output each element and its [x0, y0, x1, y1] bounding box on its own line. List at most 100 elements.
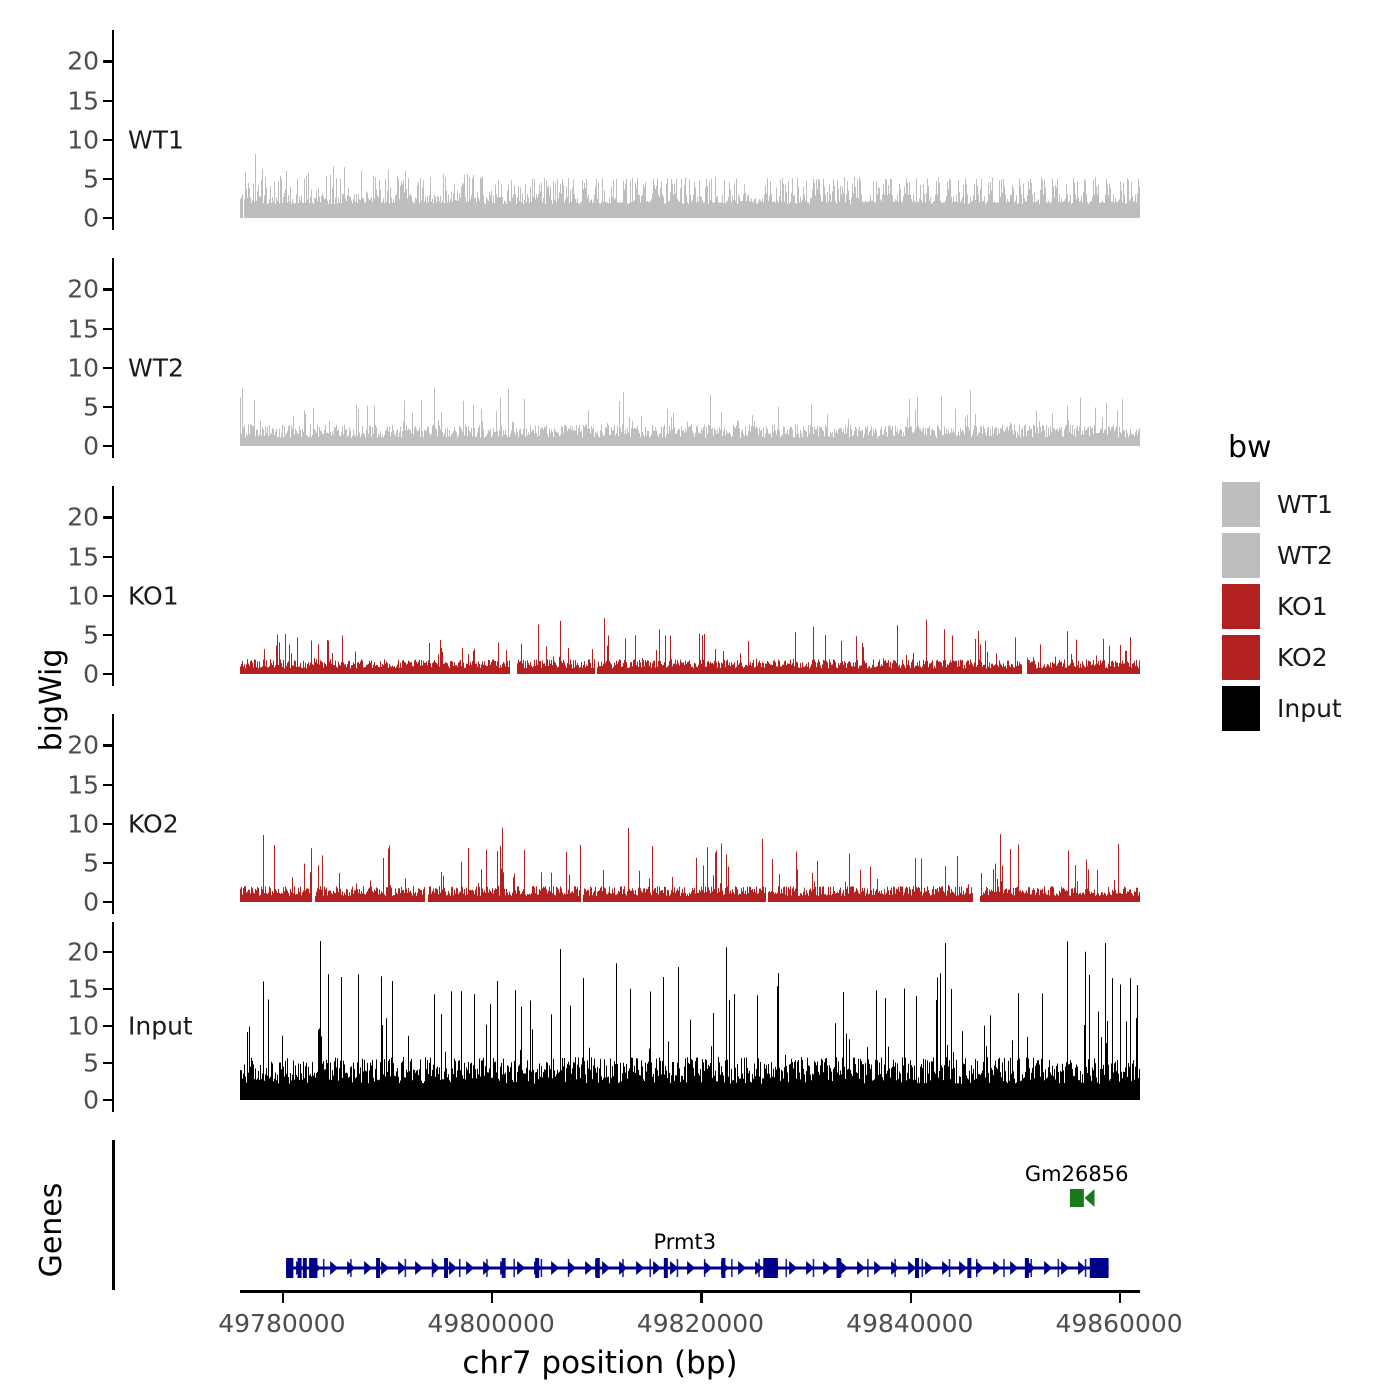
- y-tick: [103, 861, 112, 865]
- x-tick-label: 49780000: [218, 1309, 346, 1338]
- y-tick-label: 5: [83, 848, 99, 878]
- y-tick: [103, 1025, 112, 1028]
- y-tick-label: 5: [83, 164, 99, 194]
- bigwig-axis-label: bigWig: [34, 648, 69, 752]
- coverage-track: [240, 153, 1140, 218]
- x-tick-label: 49820000: [636, 1309, 765, 1338]
- y-axis-line: [112, 30, 115, 230]
- legend-items: WT1 WT2 KO1 KO2 Input: [1222, 479, 1342, 734]
- legend-item-input[interactable]: Input: [1222, 683, 1342, 734]
- legend-item-ko2[interactable]: KO2: [1222, 632, 1342, 683]
- y-tick: [103, 366, 112, 369]
- legend-swatch: [1222, 686, 1260, 731]
- y-axis-line: [112, 486, 115, 686]
- legend-swatch: [1222, 584, 1260, 629]
- x-tick: [491, 1293, 494, 1303]
- y-tick: [103, 951, 112, 954]
- legend-label: WT1: [1277, 490, 1333, 519]
- legend-title: bw: [1228, 430, 1272, 465]
- x-axis-title: chr7 position (bp): [462, 1345, 738, 1381]
- y-axis-line: [112, 258, 115, 458]
- coverage-track: [240, 387, 1140, 446]
- y-tick-label: 10: [67, 581, 99, 611]
- y-tick: [103, 744, 112, 747]
- legend-item-ko1[interactable]: KO1: [1222, 581, 1342, 632]
- bigwig-panel-ko2: 0 5 10 15 20 KO2: [67, 714, 1140, 917]
- legend-item-wt2[interactable]: WT2: [1222, 530, 1342, 581]
- genes-panel: Gm26856 Prmt3: [112, 1140, 1140, 1290]
- y-tick-label: 0: [83, 1085, 99, 1115]
- y-tick: [103, 405, 112, 409]
- track-area: [112, 714, 1140, 914]
- coverage-track: [240, 618, 1140, 674]
- x-tick: [909, 1293, 912, 1303]
- y-tick: [103, 217, 112, 220]
- track-area: [112, 30, 1140, 230]
- y-axis-line: [112, 922, 115, 1112]
- y-axis-line: [112, 714, 115, 914]
- y-tick: [103, 327, 112, 330]
- bigwig-panel-input: 0 5 10 15 20 Input: [67, 922, 1140, 1115]
- y-tick: [103, 783, 112, 786]
- legend-label: Input: [1277, 694, 1342, 723]
- panel-label-input: Input: [128, 1011, 193, 1041]
- genes-axis-line: [112, 1140, 115, 1290]
- x-tick: [700, 1293, 703, 1303]
- y-tick-label: 15: [67, 974, 99, 1004]
- y-tick: [103, 99, 112, 102]
- coverage-track: [240, 941, 1140, 1100]
- y-tick-label: 0: [83, 203, 99, 233]
- y-tick: [103, 555, 112, 558]
- y-tick-label: 10: [67, 1011, 99, 1041]
- y-tick-label: 20: [67, 502, 99, 532]
- panel-label-wt1: WT1: [128, 125, 184, 155]
- coverage-track: [240, 827, 1140, 902]
- svg-text:Prmt3: Prmt3: [653, 1230, 716, 1254]
- y-tick-label: 20: [67, 937, 99, 967]
- legend-label: WT2: [1277, 541, 1333, 570]
- legend-item-wt1[interactable]: WT1: [1222, 479, 1342, 530]
- legend: bw WT1 WT2 KO1 KO2 Input: [1222, 430, 1342, 734]
- y-tick: [103, 633, 112, 637]
- y-tick-label: 10: [67, 125, 99, 155]
- x-tick-label: 49800000: [427, 1309, 555, 1338]
- y-tick: [103, 1099, 112, 1102]
- track-area: [112, 922, 1140, 1112]
- y-tick-label: 10: [67, 353, 99, 383]
- x-tick-label: 49860000: [1055, 1309, 1183, 1338]
- y-tick: [103, 822, 112, 825]
- y-tick-label: 15: [67, 770, 99, 800]
- y-tick-label: 15: [67, 542, 99, 572]
- y-tick-label: 10: [67, 809, 99, 839]
- y-tick: [103, 516, 112, 519]
- y-tick-label: 15: [67, 86, 99, 116]
- y-tick-label: 20: [67, 730, 99, 760]
- svg-text:Gm26856: Gm26856: [1025, 1162, 1129, 1186]
- y-tick-label: 5: [83, 1048, 99, 1078]
- y-tick-label: 0: [83, 887, 99, 917]
- x-tick-label: 49840000: [846, 1309, 974, 1338]
- y-tick-label: 20: [67, 274, 99, 304]
- y-tick: [103, 1062, 112, 1065]
- bigwig-panel-wt2: 0 5 10 15 20 WT2: [67, 258, 1140, 461]
- gene-track: Gm26856 Prmt3: [286, 1162, 1129, 1278]
- y-tick-label: 15: [67, 314, 99, 344]
- legend-label: KO2: [1277, 643, 1328, 672]
- legend-swatch: [1222, 482, 1260, 527]
- y-tick: [103, 288, 112, 291]
- y-tick: [103, 594, 112, 597]
- panel-label-wt2: WT2: [128, 353, 184, 383]
- y-tick-label: 5: [83, 392, 99, 422]
- bigwig-panel-wt1: 0 5 10 15 20 WT1: [67, 30, 1140, 233]
- y-tick-label: 0: [83, 431, 99, 461]
- legend-swatch: [1222, 635, 1260, 680]
- y-tick-label: 0: [83, 659, 99, 689]
- legend-label: KO1: [1277, 592, 1328, 621]
- y-tick: [103, 988, 112, 991]
- y-tick: [103, 177, 112, 181]
- panel-label-ko1: KO1: [128, 581, 179, 611]
- y-tick-label: 5: [83, 620, 99, 650]
- legend-swatch: [1222, 533, 1260, 578]
- bigwig-panel-ko1: 0 5 10 15 20 KO1: [67, 486, 1140, 689]
- track-area: [112, 258, 1140, 458]
